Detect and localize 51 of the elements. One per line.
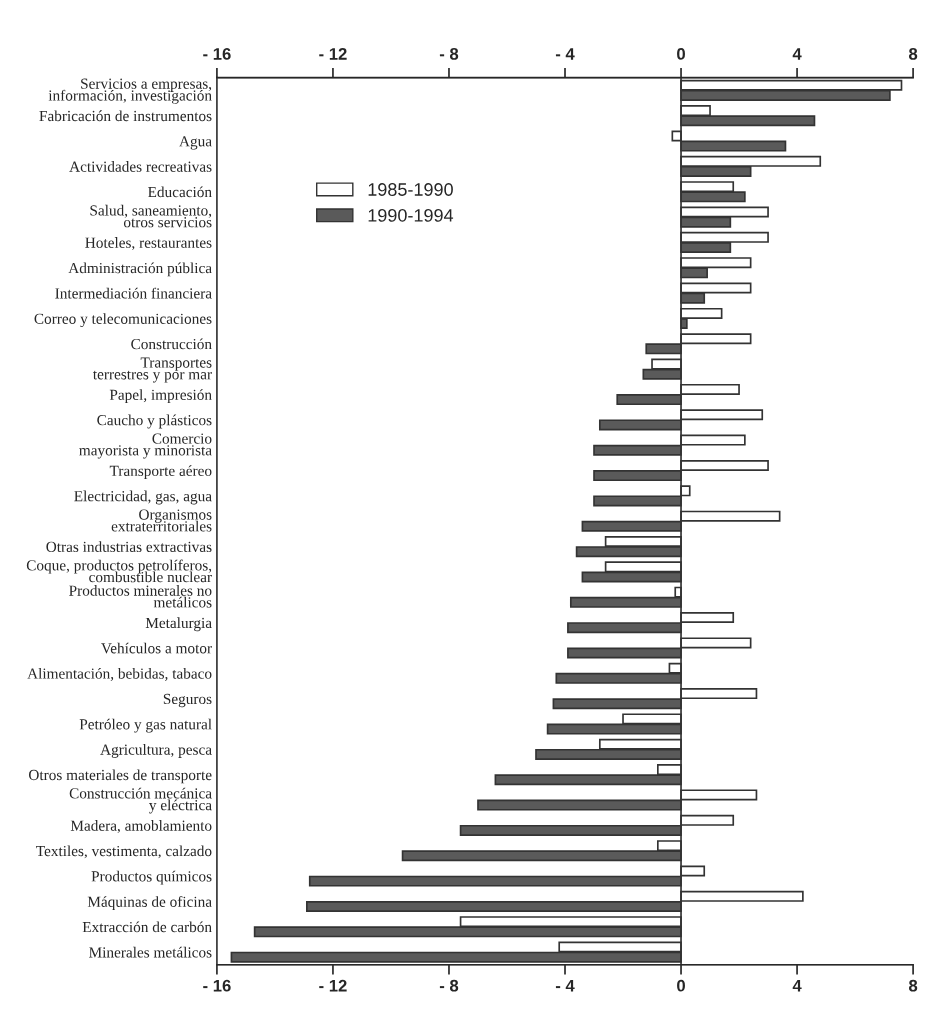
y-tick-label: Agua bbox=[179, 136, 212, 150]
y-tick-label: Comercio mayorista y minorista bbox=[79, 433, 212, 459]
y-tick-label: Fabricación de instrumentos bbox=[39, 110, 212, 122]
y-tick-label: Organismos extraterritoriales bbox=[111, 509, 212, 532]
y-tick-label: Metalurgia bbox=[145, 617, 212, 632]
y-tick-label: Intermediación financiera bbox=[55, 287, 212, 299]
y-tick-label: Máquinas de oficina bbox=[87, 896, 212, 911]
x2-tick-label: 4 bbox=[792, 48, 802, 60]
y-tick-label: Transportes terrestres y por mar bbox=[93, 357, 212, 383]
y-tick-label: Servicios a empresas, información, investigación bbox=[48, 78, 212, 104]
y-tick-label: Actividades recreativas bbox=[69, 161, 212, 172]
x2-tick-label: 0 bbox=[677, 47, 685, 60]
legend-label: 1985-1990 bbox=[368, 183, 453, 196]
x2-tick-label: - 4 bbox=[555, 48, 575, 60]
y-tick-label: Hoteles, restaurantes bbox=[85, 237, 212, 251]
x-tick-label: - 16 bbox=[203, 979, 231, 992]
x-tick-label: - 12 bbox=[319, 979, 347, 992]
y-tick-label: Salud, saneamiento, otros servicios bbox=[90, 204, 212, 228]
y-tick-label: Agricultura, pesca bbox=[100, 744, 212, 758]
y-tick-label: Electricidad, gas, agua bbox=[74, 490, 212, 505]
y-tick-label: Petróleo y gas natural bbox=[79, 718, 212, 733]
y-tick-label: Otros materiales de transporte bbox=[28, 769, 212, 784]
x2-tick-label: 8 bbox=[908, 47, 918, 60]
y-tick-label: Productos minerales no metálicos bbox=[69, 585, 212, 608]
y-tick-label: Transporte aéreo bbox=[109, 465, 212, 480]
y-tick-label: Correo y telecomunicaciones bbox=[34, 313, 212, 328]
y-tick-label: Seguros bbox=[163, 693, 212, 708]
x-tick-label: 0 bbox=[677, 979, 685, 992]
y-tick-label: Textiles, vestimenta, calzado bbox=[36, 845, 212, 859]
x2-tick-label: - 12 bbox=[319, 47, 347, 60]
legend-label: 1990-1994 bbox=[368, 208, 454, 222]
x-tick-label: - 8 bbox=[439, 979, 459, 992]
y-tick-label: Administración pública bbox=[68, 262, 212, 277]
y-tick-label: Otras industrias extractivas bbox=[46, 541, 212, 553]
y-tick-label: Productos químicos bbox=[91, 870, 212, 885]
x2-tick-label: - 8 bbox=[439, 47, 459, 60]
x-tick-label: - 4 bbox=[555, 979, 575, 992]
y-tick-label: Coque, productos petrolíferos, combustible nuclear bbox=[26, 559, 212, 583]
y-tick-label: Construcción bbox=[131, 338, 212, 350]
y-tick-label: Caucho y plásticos bbox=[97, 414, 212, 429]
x2-tick-label: - 16 bbox=[203, 47, 231, 60]
y-tick-label: Madera, amoblamiento bbox=[70, 820, 212, 834]
y-tick-label: Extracción de carbón bbox=[82, 921, 212, 933]
y-tick-label: Papel, impresión bbox=[109, 389, 212, 404]
y-tick-label: Construcción mecánica y eléctrica bbox=[69, 787, 212, 814]
y-tick-label: Alimentación, bebidas, tabaco bbox=[27, 667, 212, 681]
y-tick-label: Vehículos a motor bbox=[101, 642, 212, 654]
x-tick-label: 8 bbox=[908, 979, 918, 992]
x-tick-label: 4 bbox=[792, 979, 802, 992]
y-tick-label: Educación bbox=[148, 186, 212, 198]
y-tick-label: Minerales metálicos bbox=[89, 946, 212, 958]
